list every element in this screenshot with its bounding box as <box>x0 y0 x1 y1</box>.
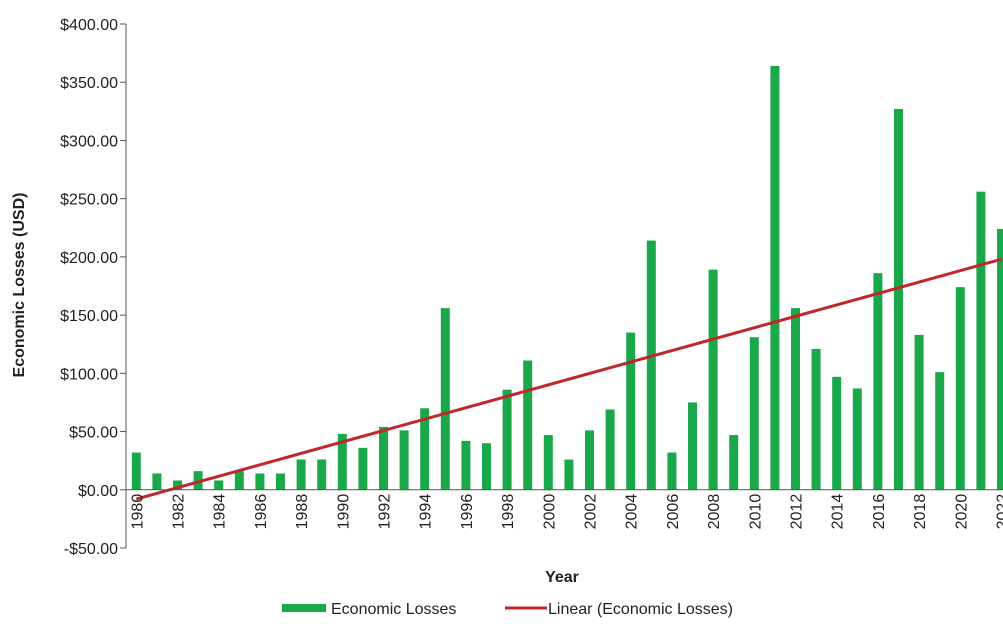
bar-1981 <box>152 473 162 490</box>
legend-bar-label: Economic Losses <box>331 601 456 618</box>
x-tick-label: 2018 <box>912 494 929 530</box>
y-tick-label: $400.00 <box>60 17 118 34</box>
bar-1987 <box>276 473 285 490</box>
bar-1995 <box>440 308 450 490</box>
x-tick-label: 1984 <box>212 494 229 530</box>
bar-1980 <box>131 452 141 490</box>
x-tick-label: 2010 <box>747 494 764 530</box>
bar-1993 <box>399 430 409 490</box>
bar-2003 <box>605 409 615 490</box>
y-tick-label: $300.00 <box>60 133 118 150</box>
x-tick-label: 1996 <box>459 494 476 530</box>
bar-2013 <box>811 348 821 490</box>
y-tick-label: $50.00 <box>69 425 118 442</box>
x-tick-label: 1988 <box>294 494 311 530</box>
trendline <box>135 257 1002 501</box>
y-axis-title: Economic Losses (USD) <box>11 193 28 378</box>
bar-2004 <box>626 332 636 490</box>
bar-1999 <box>523 360 533 490</box>
bar-1998 <box>502 389 512 490</box>
bar-1991 <box>358 447 368 490</box>
bar-2020 <box>955 287 965 490</box>
x-tick-label: 2014 <box>830 494 847 530</box>
x-tick-label: 1980 <box>129 494 146 530</box>
x-tick-label: 1998 <box>500 494 517 530</box>
y-tick-label: $200.00 <box>60 250 118 267</box>
axes-group <box>125 24 1003 548</box>
bar-1994 <box>420 408 430 490</box>
y-tick-label: $100.00 <box>60 366 118 383</box>
bar-2002 <box>585 430 594 490</box>
bar-2006 <box>667 452 677 490</box>
legend-trend-label: Linear (Economic Losses) <box>548 601 733 618</box>
bar-2019 <box>935 372 945 490</box>
x-tick-label: 2000 <box>541 494 558 530</box>
x-tick-label: 2020 <box>953 494 970 530</box>
x-tick-label: 1992 <box>377 494 394 530</box>
x-tick-label: 2002 <box>583 494 600 530</box>
x-tick-label: 2022 <box>995 494 1003 530</box>
x-tick-label: 2006 <box>665 494 682 530</box>
bar-2005 <box>646 240 656 490</box>
y-axis-ticks: -$50.00 $0.00 $50.00 $100.00 $150.00 $200.00 $… <box>60 17 126 558</box>
x-tick-label: 1982 <box>171 494 188 530</box>
trendline-group <box>135 257 1002 501</box>
bar-1985 <box>234 469 244 490</box>
bar-1982 <box>173 480 182 490</box>
x-axis-title: Year <box>545 569 579 586</box>
bar-2015 <box>852 388 862 490</box>
bar-1984 <box>214 480 224 490</box>
bar-2009 <box>729 435 739 490</box>
legend-bar-swatch <box>282 604 326 612</box>
x-tick-label: 1990 <box>335 494 352 530</box>
bar-2011 <box>770 65 780 490</box>
bar-2022 <box>997 228 1003 490</box>
bar-1988 <box>296 459 306 490</box>
bar-2010 <box>749 337 759 490</box>
bar-2007 <box>688 402 697 490</box>
legend: Economic Losses Linear (Economic Losses) <box>282 601 733 618</box>
x-tick-label: 2016 <box>871 494 888 530</box>
y-tick-label: $250.00 <box>60 192 118 209</box>
bar-1990 <box>337 433 347 490</box>
x-tick-label: 2012 <box>789 494 806 530</box>
y-tick-label: $150.00 <box>60 308 118 325</box>
bars-group <box>131 65 1003 490</box>
x-tick-label: 1986 <box>253 494 270 530</box>
y-tick-label: $0.00 <box>78 483 118 500</box>
bar-2014 <box>832 376 842 490</box>
x-tick-label: 2004 <box>624 494 641 530</box>
bar-2017 <box>894 109 903 490</box>
bar-2001 <box>564 459 574 490</box>
bar-2012 <box>791 308 800 490</box>
bar-2000 <box>543 435 553 490</box>
bar-1986 <box>255 473 265 490</box>
y-tick-label: -$50.00 <box>64 541 118 558</box>
bar-2016 <box>873 273 883 490</box>
x-tick-label: 2008 <box>706 494 723 530</box>
bar-1996 <box>461 440 471 490</box>
bar-2021 <box>976 191 986 490</box>
bar-2008 <box>708 269 718 490</box>
bar-1989 <box>317 459 327 490</box>
bar-2018 <box>914 334 924 490</box>
x-tick-label: 1994 <box>418 494 435 530</box>
y-tick-label: $350.00 <box>60 75 118 92</box>
bar-1997 <box>482 443 491 490</box>
x-axis-ticks: 1980 1982 1984 1986 1988 1990 1992 1994 1996 1998… <box>129 494 1003 530</box>
bar-1992 <box>379 426 388 490</box>
